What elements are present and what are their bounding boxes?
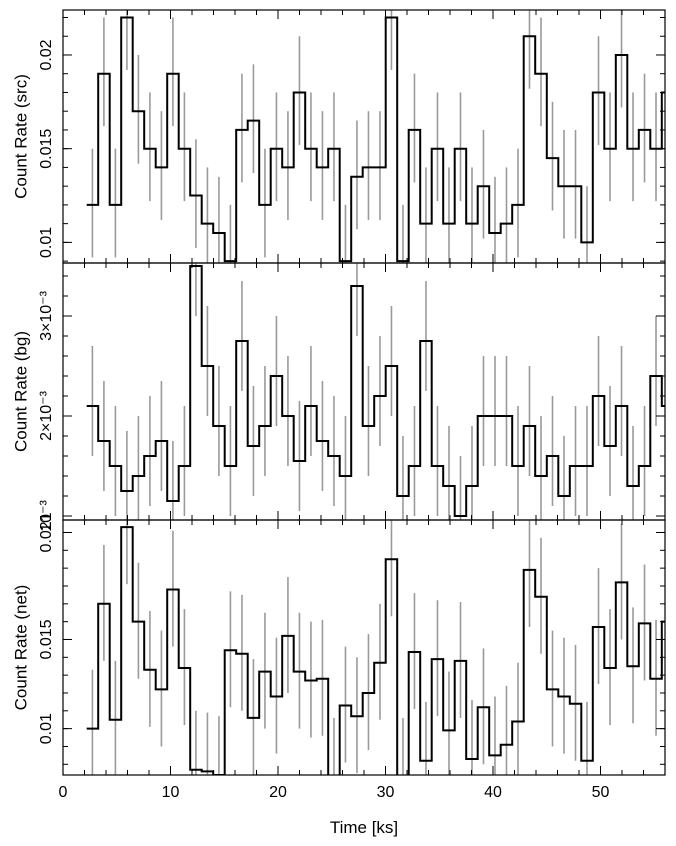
y-tick-label: 0.015 [38, 129, 55, 169]
panel-frame [62, 9, 666, 264]
x-tick-label: 30 [377, 784, 395, 801]
panels-layer: 0.01 0.015 0.02 Count Rate (src) 10⁻³ 2×10⁻³ 3… [11, 9, 666, 801]
plot-area [86, 520, 665, 775]
y-tick-label: 0.01 [38, 713, 55, 744]
panel-frame [62, 262, 666, 521]
y-tick-label: 0.021 [38, 512, 55, 552]
x-tick-label: 0 [59, 784, 68, 801]
x-axis-title: Time [ks] [330, 818, 398, 837]
x-tick-label: 20 [269, 784, 287, 801]
panel-3: 0.01 0.015 0.021 Count Rate (net) [11, 512, 666, 776]
y-axis-title: Count Rate (net) [11, 585, 30, 711]
x-tick-label: 50 [592, 784, 610, 801]
x-tick-label: 10 [162, 784, 180, 801]
series-step-line [86, 526, 665, 775]
y-axis-title: Count Rate (bg) [11, 331, 30, 452]
panel-2: 10⁻³ 2×10⁻³ 3×10⁻³ Count Rate (bg) [11, 262, 666, 532]
y-tick-label: 10⁻³ [38, 500, 55, 532]
panel-1: 0.01 0.015 0.02 Count Rate (src) [11, 9, 666, 264]
plot-area [86, 263, 665, 520]
panel-frame [62, 519, 666, 776]
x-axis: 0 10 20 30 40 50 [59, 784, 610, 801]
y-tick-label: 0.01 [38, 227, 55, 258]
plot-area [86, 10, 665, 263]
y-tick-label: 3×10⁻³ [38, 290, 55, 340]
y-tick-label: 2×10⁻³ [38, 390, 55, 440]
series-step-line [86, 265, 665, 517]
y-tick-label: 0.015 [38, 619, 55, 659]
x-tick-label: 40 [484, 784, 502, 801]
y-tick-label: 0.02 [38, 39, 55, 70]
y-axis-title: Count Rate (src) [11, 74, 30, 199]
series-step-line [86, 16, 665, 263]
